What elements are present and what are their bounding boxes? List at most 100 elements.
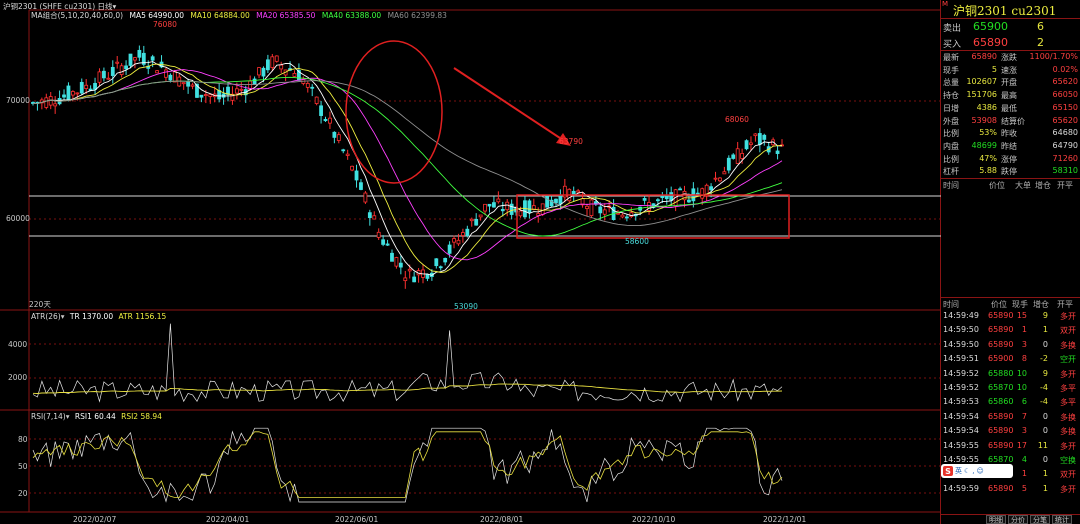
tick-row[interactable]: 14:59:49 65890 15 9 多开: [941, 310, 1080, 323]
stat-value: 71260: [1052, 153, 1078, 163]
moon-icon[interactable]: ☾: [964, 467, 971, 475]
header-oi: 增仓: [1033, 300, 1049, 309]
contract-name[interactable]: 沪铜2301: [3, 2, 38, 11]
tick-row[interactable]: 14:59:52 65870 10 -4 多平: [941, 382, 1080, 395]
candle-body: [332, 131, 337, 138]
m-marker-icon: M: [942, 0, 949, 8]
sell-row[interactable]: 卖出 65900 6: [941, 20, 1080, 35]
tab-stats[interactable]: 统计: [1052, 515, 1072, 524]
stat-row: 现手 5 速涨 0.02%: [941, 64, 1080, 77]
tick-row[interactable]: 14:59:53 65860 6 -4 多平: [941, 396, 1080, 409]
period-selector[interactable]: 日线: [97, 2, 113, 11]
tab-trades[interactable]: 分笔: [1030, 515, 1050, 524]
chevron-down-icon[interactable]: ▾: [60, 312, 65, 321]
candle-body: [381, 239, 386, 245]
stat-value: 53%: [979, 128, 997, 138]
candle-body: [616, 212, 620, 215]
tick-price: 65890: [988, 411, 1014, 421]
tick-time: 14:59:52: [943, 383, 979, 392]
stat-label: 跌停: [1001, 167, 1017, 177]
sogou-s-icon[interactable]: S: [943, 466, 953, 476]
tick-type: 多开: [1060, 369, 1076, 379]
ma20-value: MA20 65385.50: [256, 11, 316, 20]
tick-time: 14:59:53: [943, 397, 979, 407]
candle-body: [549, 199, 554, 207]
tick-row[interactable]: 14:59:55 65890 17 11 多开: [941, 440, 1080, 453]
header-price: 价位: [991, 300, 1007, 309]
candle-body: [199, 94, 204, 98]
candle-body: [540, 203, 545, 215]
stat-row: 外盘 53908 结算价 65620: [941, 115, 1080, 128]
tick-row[interactable]: 14:59:50 65890 3 0 多换: [941, 339, 1080, 352]
candle-body: [624, 216, 629, 219]
chevron-down-icon[interactable]: ▾: [65, 412, 70, 421]
tab-detail[interactable]: 明细: [986, 515, 1006, 524]
big-order-header: 时间 价位 大单 增仓 开平: [941, 178, 1080, 190]
comma-icon[interactable]: ,: [972, 467, 975, 475]
tick-price: 65870: [988, 383, 1014, 392]
tick-price: 65890: [988, 311, 1014, 320]
date-label: 2022/12/01: [763, 515, 807, 524]
candle-body: [133, 57, 137, 61]
kline-chart-area[interactable]: 沪铜2301 (SHFE cu2301) 日线▾ MA组合(5,10,20,40…: [0, 0, 941, 524]
candle-body: [478, 214, 483, 218]
stat-value: 66050: [1052, 90, 1078, 100]
tick-row[interactable]: 14:59:55 65870 4 0 空换: [941, 454, 1080, 467]
stat-value: 65620: [1052, 115, 1078, 125]
tick-row[interactable]: 14:59:54 65890 3 0 多换: [941, 425, 1080, 438]
stat-row: 内盘 48699 昨结 64790: [941, 140, 1080, 153]
candle-body: [137, 49, 142, 58]
tick-oi: 9: [1042, 368, 1048, 378]
candle-body: [527, 200, 532, 213]
atr-tick-2000: 2000: [8, 373, 28, 382]
stat-label: 持仓: [943, 91, 959, 101]
tick-price: 65890: [988, 426, 1014, 436]
tick-oi: -2: [1040, 354, 1048, 364]
candle-body: [687, 199, 691, 203]
input-method-toolbar[interactable]: S 英 ☾ , ☺: [941, 464, 1013, 478]
tick-list[interactable]: 14:59:49 65890 15 9 多开 14:59:50 65890 1 1 双开 14:59…: [941, 310, 1080, 505]
contract-menu[interactable]: 沪铜2301 (SHFE cu2301) 日线▾: [3, 2, 116, 11]
tab-price-split[interactable]: 分价: [1008, 515, 1028, 524]
contract-code: (SHFE cu2301): [39, 2, 96, 11]
ma40-value: MA40 63388.00: [321, 11, 382, 20]
tick-time: 14:59:51: [943, 354, 979, 364]
candle-body: [226, 86, 230, 95]
quote-stats: 最新 65890 涨跌 1100/1.70% 现手 5 速涨 0.02% 总量 102607 开盘 6…: [941, 51, 1080, 179]
candle-body: [128, 53, 133, 66]
tick-oi: 0: [1042, 455, 1048, 464]
candle-body: [403, 277, 408, 282]
tick-row[interactable]: 14:59:50 65890 1 1 双开: [941, 324, 1080, 337]
candle-body: [372, 215, 377, 220]
ma-legend-label[interactable]: MA组合(5,10,20,40,60,0): [31, 11, 124, 20]
candle-body: [172, 70, 177, 83]
tick-oi: 0: [1042, 339, 1048, 349]
tick-row[interactable]: 14:59:54 65890 7 0 多换: [941, 411, 1080, 424]
tick-price: 65860: [988, 397, 1014, 407]
input-mode-label[interactable]: 英: [955, 467, 962, 475]
candle-body: [305, 83, 310, 88]
header-type: 开平: [1057, 300, 1073, 309]
candle-body: [44, 97, 49, 108]
tick-row[interactable]: 14:59:52 65880 10 9 多开: [941, 368, 1080, 381]
stat-value: 65620: [1052, 77, 1078, 87]
header-qty: 大单: [1015, 181, 1031, 190]
tick-qty: 7: [1021, 411, 1027, 421]
chevron-down-icon[interactable]: ▾: [112, 2, 117, 11]
kline-chart-svg[interactable]: [0, 0, 941, 524]
annotation-high-76080: 76080: [153, 20, 177, 29]
order-book: 卖出 65900 6 买入 65890 2: [941, 18, 1080, 51]
candle-body: [757, 133, 762, 145]
stat-value: 47%: [979, 153, 997, 163]
rsi1-value: RSI1 60.44: [74, 412, 116, 421]
atr-indicator-label[interactable]: ATR(26): [31, 312, 61, 321]
tick-price: 65890: [988, 483, 1014, 493]
candle-body: [483, 203, 487, 212]
tick-row[interactable]: 14:59:59 65890 5 1 多开: [941, 483, 1080, 496]
rsi-tick-20: 20: [18, 489, 28, 498]
stat-value: 102607: [966, 77, 997, 87]
tick-row[interactable]: 14:59:51 65900 8 -2 空开: [941, 353, 1080, 366]
smile-icon[interactable]: ☺: [976, 467, 984, 475]
buy-row[interactable]: 买入 65890 2: [941, 36, 1080, 51]
rsi-indicator-label[interactable]: RSI(7,14): [31, 412, 66, 421]
